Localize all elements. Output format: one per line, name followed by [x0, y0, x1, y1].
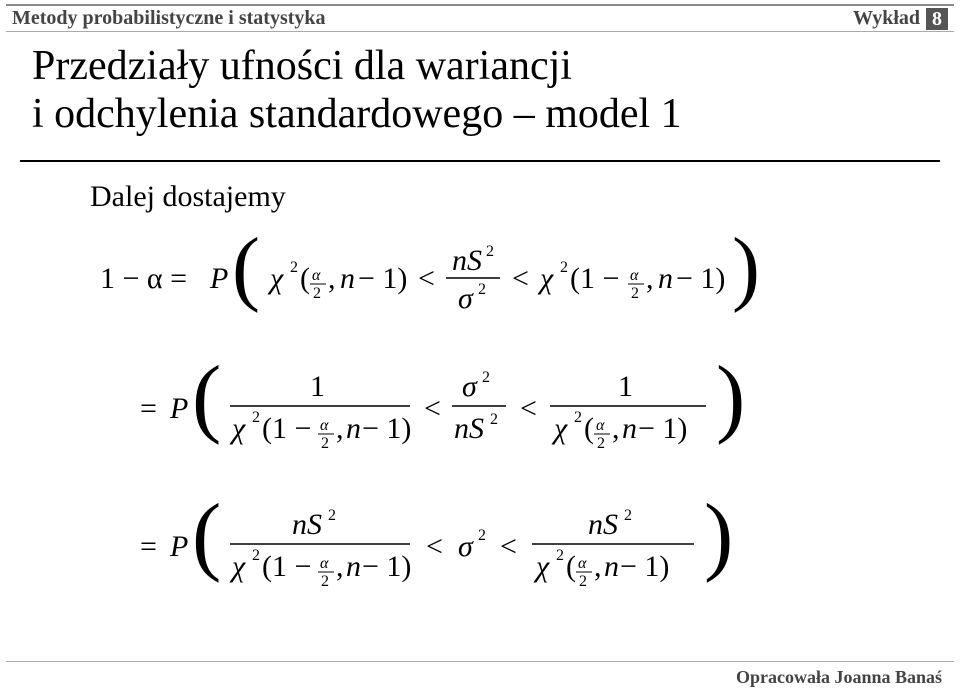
svg-text:,: , — [594, 550, 602, 583]
svg-text:2: 2 — [290, 259, 298, 276]
svg-text:(: ( — [232, 230, 260, 314]
svg-text:nS: nS — [588, 508, 618, 541]
svg-text:,: , — [336, 550, 344, 583]
svg-text:2: 2 — [252, 547, 260, 564]
svg-text:σ: σ — [462, 370, 478, 403]
svg-text:2: 2 — [486, 243, 494, 260]
svg-text:χ: χ — [229, 412, 246, 445]
svg-text:(: ( — [300, 262, 310, 295]
svg-text:<: < — [520, 392, 537, 425]
svg-text:P: P — [169, 392, 188, 425]
svg-text:− 1): − 1) — [638, 412, 687, 445]
eq1-lhs: 1 − α = — [100, 262, 187, 295]
svg-text:(: ( — [584, 412, 594, 445]
svg-text:<: < — [426, 530, 443, 563]
svg-text:− 1): − 1) — [358, 262, 407, 295]
header-lecture: Wykład 8 — [853, 7, 948, 30]
svg-text:<: < — [418, 262, 435, 295]
svg-text:n: n — [622, 412, 637, 445]
svg-text:α: α — [320, 555, 329, 572]
svg-text:): ) — [704, 496, 733, 584]
svg-text:nS: nS — [452, 244, 482, 277]
svg-text:n: n — [604, 550, 619, 583]
svg-text:χ: χ — [267, 262, 284, 295]
svg-text:2: 2 — [624, 507, 632, 524]
title-line-1: Przedziały ufności dla wariancji — [32, 42, 682, 90]
svg-text:σ: σ — [458, 282, 474, 315]
svg-text:(1 −: (1 − — [262, 550, 311, 583]
svg-text:P: P — [169, 530, 188, 563]
svg-text:2: 2 — [252, 409, 260, 426]
footer-line — [6, 661, 954, 662]
svg-text:χ: χ — [533, 550, 550, 583]
svg-text:1: 1 — [618, 370, 633, 403]
svg-text:α: α — [630, 267, 639, 284]
page-number-badge: 8 — [926, 8, 948, 30]
svg-text:n: n — [658, 262, 673, 295]
svg-text:2: 2 — [574, 409, 582, 426]
svg-text:n: n — [346, 412, 361, 445]
header-bar: Metody probabilistyczne i statystyka Wyk… — [6, 4, 954, 32]
svg-text:2: 2 — [490, 411, 498, 428]
svg-text:σ: σ — [458, 530, 474, 563]
svg-text:P: P — [209, 262, 228, 295]
svg-text:2: 2 — [321, 573, 329, 590]
svg-text:nS: nS — [292, 508, 322, 541]
svg-text:,: , — [336, 412, 344, 445]
svg-text:): ) — [716, 358, 745, 446]
equation-3: = P ( nS 2 χ 2 (1 − α 2 , n − 1) < σ 2 — [0, 496, 960, 611]
svg-text:− 1): − 1) — [362, 550, 411, 583]
title-line-2: i odchylenia standardowego – model 1 — [32, 90, 682, 138]
svg-text:2: 2 — [597, 435, 605, 452]
svg-text:− 1): − 1) — [676, 262, 725, 295]
svg-text:α: α — [578, 555, 587, 572]
svg-text:,: , — [646, 262, 654, 295]
svg-text:): ) — [732, 230, 760, 314]
svg-text:(: ( — [566, 550, 576, 583]
svg-text:n: n — [340, 262, 355, 295]
svg-text:(: ( — [192, 358, 221, 446]
svg-text:<: < — [500, 530, 517, 563]
svg-text:χ: χ — [229, 550, 246, 583]
svg-text:2: 2 — [313, 285, 321, 302]
svg-text:2: 2 — [556, 547, 564, 564]
svg-text:2: 2 — [631, 285, 639, 302]
svg-text:− 1): − 1) — [620, 550, 669, 583]
svg-text:2: 2 — [328, 507, 336, 524]
svg-text:2: 2 — [560, 259, 568, 276]
svg-text:χ: χ — [537, 262, 554, 295]
svg-text:(1 −: (1 − — [262, 412, 311, 445]
slide-title: Przedziały ufności dla wariancji i odchy… — [32, 42, 682, 139]
equation-2: = P ( 1 χ 2 (1 − α 2 , n − 1) < σ 2 — [0, 358, 960, 473]
svg-text:=: = — [140, 530, 157, 563]
subtitle: Dalej dostajemy — [90, 180, 286, 214]
svg-text:2: 2 — [321, 435, 329, 452]
svg-text:=: = — [140, 392, 157, 425]
equation-1: 1 − α = P ( χ 2 ( α 2 , n − 1) < nS 2 — [0, 230, 960, 335]
svg-text:,: , — [328, 262, 336, 295]
svg-text:<: < — [512, 262, 529, 295]
svg-text:α: α — [596, 417, 605, 434]
svg-text:2: 2 — [579, 573, 587, 590]
svg-text:2: 2 — [482, 369, 490, 386]
svg-text:χ: χ — [551, 412, 568, 445]
svg-text:2: 2 — [478, 281, 486, 298]
svg-text:− 1): − 1) — [362, 412, 411, 445]
svg-text:α: α — [312, 267, 321, 284]
svg-text:1: 1 — [310, 370, 325, 403]
svg-text:<: < — [424, 392, 441, 425]
svg-text:,: , — [612, 412, 620, 445]
header-lecture-label: Wykład — [853, 7, 920, 30]
title-underline — [20, 160, 940, 162]
header-course: Metody probabilistyczne i statystyka — [12, 7, 326, 30]
svg-text:α: α — [320, 417, 329, 434]
footer-author: Opracowała Joanna Banaś — [736, 667, 942, 688]
svg-text:n: n — [346, 550, 361, 583]
svg-text:(1 −: (1 − — [570, 262, 619, 295]
svg-text:nS: nS — [454, 412, 484, 445]
svg-text:2: 2 — [478, 527, 486, 544]
svg-text:(: ( — [192, 496, 221, 584]
